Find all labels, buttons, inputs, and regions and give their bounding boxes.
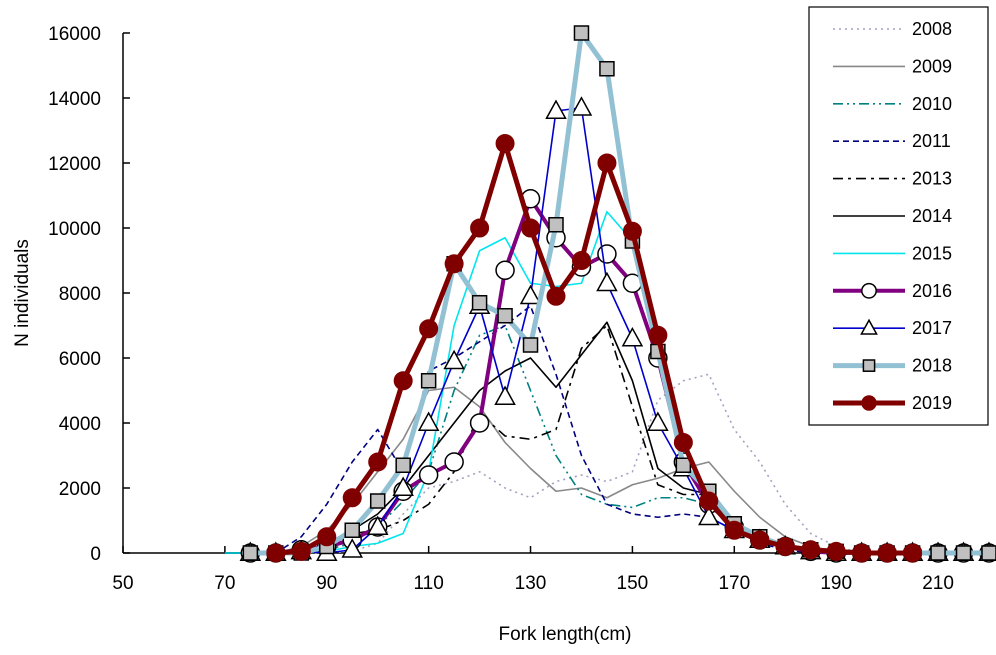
series-2019-point [420, 320, 438, 338]
legend-label: 2018 [912, 356, 952, 376]
y-tick-label: 0 [90, 544, 101, 565]
series-2018-point [243, 546, 257, 560]
series-2019-point [853, 544, 871, 562]
series-2018-point [345, 523, 359, 537]
legend-label: 2013 [912, 169, 952, 189]
series-2019-point [751, 531, 769, 549]
series-2018-point [676, 458, 690, 472]
series-2018-point [422, 374, 436, 388]
series-2018-point [931, 546, 945, 560]
series-2017-point [623, 329, 642, 346]
series-2016-point [471, 414, 489, 432]
x-tick-label: 90 [316, 573, 337, 594]
y-tick-label: 4000 [59, 414, 101, 435]
y-axis-title: N individuals [12, 239, 33, 347]
y-tick-label: 2000 [59, 479, 101, 500]
legend-label: 2010 [912, 94, 952, 114]
series-2017-point [496, 387, 515, 404]
x-tick-label: 190 [820, 573, 852, 594]
series-2019-point [445, 255, 463, 273]
series-2016-point [598, 245, 616, 263]
series-2018-point [498, 309, 512, 323]
series-2018-point [574, 26, 588, 40]
series-2018-point [957, 546, 971, 560]
series-2019-point [725, 521, 743, 539]
series-2019-point [394, 372, 412, 390]
x-tick-label: 150 [617, 573, 649, 594]
series-2017-point [521, 286, 540, 303]
series-2019-point [547, 287, 565, 305]
series-2018-point [982, 546, 996, 560]
series-2019-point [700, 492, 718, 510]
series-2019-point [343, 489, 361, 507]
series-2019-point [623, 222, 641, 240]
series-2017-point [419, 413, 438, 430]
y-tick-label: 12000 [48, 154, 101, 175]
series-2018-point [473, 296, 487, 310]
legend-label: 2014 [912, 206, 952, 226]
series-2019-point [369, 453, 387, 471]
series-2017-point [648, 413, 667, 430]
y-tick-label: 8000 [59, 284, 101, 305]
series-2016-point [420, 466, 438, 484]
series-2019-point [649, 326, 667, 344]
legend-marker [862, 396, 876, 410]
series-2019-point [292, 542, 310, 560]
series-2019-point [598, 154, 616, 172]
y-tick-label: 6000 [59, 349, 101, 370]
series-2019-point [471, 219, 489, 237]
series-2019-point [496, 135, 514, 153]
legend: 2008 2009 2010 2011 2013 2014 2015 2016 2017 2018… [809, 7, 988, 425]
series-2018-point [524, 338, 538, 352]
legend-label: 2015 [912, 243, 952, 263]
series-2018-point [371, 494, 385, 508]
legend-label: 2019 [912, 393, 952, 413]
legend-label: 2016 [912, 281, 952, 301]
x-tick-label: 70 [214, 573, 235, 594]
series-2019-point [572, 252, 590, 270]
series-2019-point [522, 219, 540, 237]
legend-label: 2008 [912, 19, 952, 39]
legend-label: 2017 [912, 318, 952, 338]
x-tick-label: 170 [718, 573, 750, 594]
x-tick-label: 50 [112, 573, 133, 594]
series-2018-point [396, 458, 410, 472]
x-axis-title: Fork length(cm) [498, 624, 631, 645]
x-tick-label: 110 [413, 573, 443, 594]
series-2018-point [549, 218, 563, 232]
y-tick-label: 14000 [48, 89, 101, 110]
series-2019-point [318, 528, 336, 546]
series-2016-point [496, 261, 514, 279]
series-2017-point [597, 273, 616, 290]
legend-marker [862, 284, 876, 298]
x-tick-label: 130 [515, 573, 547, 594]
series-2019-point [267, 544, 285, 562]
series-2019-point [878, 544, 896, 562]
legend-label: 2009 [912, 56, 952, 76]
series-2018-point [600, 62, 614, 76]
series-2019-point [827, 542, 845, 560]
series-2019-point [904, 544, 922, 562]
series-2019-point [776, 538, 794, 556]
legend-label: 2011 [912, 131, 951, 151]
series-2019-point [674, 434, 692, 452]
x-tick-label: 210 [922, 573, 954, 594]
series-2016-point [445, 453, 463, 471]
legend-marker [863, 360, 874, 371]
y-tick-label: 10000 [48, 219, 101, 240]
series-2019-point [802, 541, 820, 559]
y-tick-label: 16000 [48, 24, 101, 45]
